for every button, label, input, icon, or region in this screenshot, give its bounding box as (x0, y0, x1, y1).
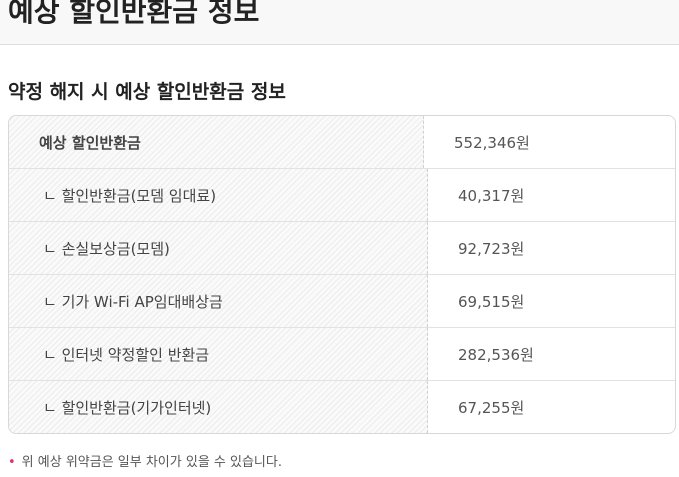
row-value: 40,317원 (458, 186, 525, 205)
row-label: ㄴ 기가 Wi-Fi AP임대배상금 (9, 275, 428, 327)
row-label: ㄴ 할인반환금(기가인터넷) (9, 381, 428, 433)
header-title: 예상 할인반환금 정보 (8, 0, 260, 28)
row-label: ㄴ 할인반환금(모뎀 임대료) (9, 169, 428, 221)
section-title: 약정 해지 시 예상 할인반환금 정보 (8, 81, 286, 103)
row-label: ㄴ 손실보상금(모뎀) (9, 222, 428, 274)
row-value: 282,536원 (458, 345, 534, 364)
table-row: ㄴ 할인반환금(모뎀 임대료) 40,317원 (9, 168, 675, 221)
table-row: ㄴ 인터넷 약정할인 반환금 282,536원 (9, 327, 675, 380)
row-value: 92,723원 (458, 239, 525, 258)
note: • 위 예상 위약금은 일부 차이가 있을 수 있습니다. (8, 451, 282, 470)
table-row: ㄴ 할인반환금(기가인터넷) 67,255원 (9, 380, 675, 433)
row-value: 67,255원 (458, 398, 525, 417)
row-value: 552,346원 (454, 133, 530, 152)
row-label: ㄴ 인터넷 약정할인 반환금 (9, 328, 428, 380)
row-value: 69,515원 (458, 292, 525, 311)
note-text: 위 예상 위약금은 일부 차이가 있을 수 있습니다. (21, 455, 282, 470)
bullet: • (8, 455, 16, 470)
refund-table: 예상 할인반환금 552,346원 ㄴ 할인반환금(모뎀 임대료) 40,317원 ㄴ … (8, 115, 676, 434)
row-label: 예상 할인반환금 (9, 116, 424, 168)
table-row: 예상 할인반환금 552,346원 (9, 116, 675, 168)
table-row: ㄴ 기가 Wi-Fi AP임대배상금 69,515원 (9, 274, 675, 327)
header: 예상 할인반환금 정보 (0, 0, 679, 45)
table-row: ㄴ 손실보상금(모뎀) 92,723원 (9, 221, 675, 274)
